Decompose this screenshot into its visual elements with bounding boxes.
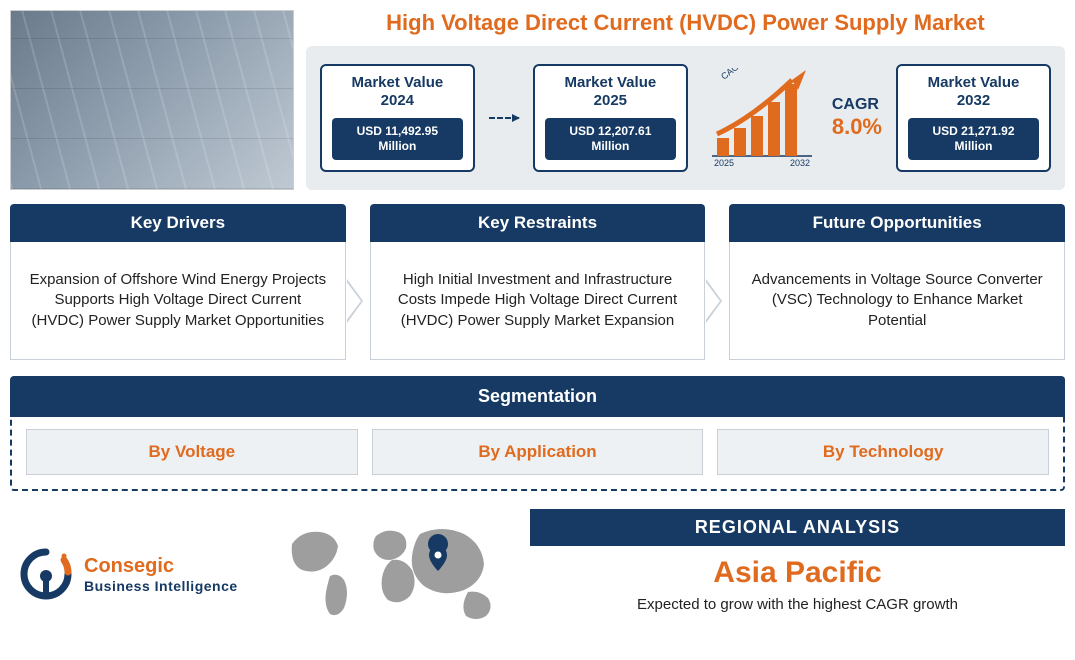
logo-line1: Consegic	[84, 555, 238, 578]
cagr-value: 8.0%	[832, 114, 882, 140]
cagr-end-year: 2032	[790, 158, 810, 168]
cagr-block: 2025 2032 CAGR	[702, 68, 882, 168]
metric-value-chip: USD 21,271.92 Million	[908, 118, 1039, 160]
seg-technology: By Technology	[717, 429, 1049, 475]
regional-region: Asia Pacific	[530, 556, 1065, 590]
top-right-block: High Voltage Direct Current (HVDC) Power…	[306, 10, 1065, 190]
metric-2024: Market Value 2024 USD 11,492.95 Million	[320, 64, 475, 172]
cagr-label: CAGR	[832, 96, 882, 114]
cagr-small-label: CAGR	[719, 68, 746, 82]
metric-label-line2: 2025	[594, 92, 627, 109]
metric-2032: Market Value 2032 USD 21,271.92 Million	[896, 64, 1051, 172]
logo-text: Consegic Business Intelligence	[84, 555, 238, 594]
metric-value-chip: USD 11,492.95 Million	[332, 118, 463, 160]
logo-icon	[18, 546, 74, 602]
main-title: High Voltage Direct Current (HVDC) Power…	[306, 10, 1065, 36]
metric-label: Market Value 2024	[351, 74, 443, 110]
regional-subtitle: Expected to grow with the highest CAGR g…	[530, 596, 1065, 613]
factor-body: Expansion of Offshore Wind Energy Projec…	[10, 242, 346, 360]
factor-drivers: Key Drivers Expansion of Offshore Wind E…	[10, 204, 346, 360]
metric-2025: Market Value 2025 USD 12,207.61 Million	[533, 64, 688, 172]
metric-label-line2: 2032	[957, 92, 990, 109]
factors-row: Key Drivers Expansion of Offshore Wind E…	[10, 204, 1065, 360]
metric-label: Market Value 2025	[564, 74, 656, 110]
metrics-band: Market Value 2024 USD 11,492.95 Million …	[306, 46, 1065, 190]
cagr-start-year: 2025	[714, 158, 734, 168]
regional-body: Asia Pacific Expected to grow with the h…	[530, 546, 1065, 639]
cagr-bars	[717, 84, 797, 156]
factor-title: Future Opportunities	[729, 204, 1065, 242]
metric-value-chip: USD 12,207.61 Million	[545, 118, 676, 160]
seg-voltage: By Voltage	[26, 429, 358, 475]
cagr-chart-icon: 2025 2032 CAGR	[702, 68, 822, 168]
seg-application: By Application	[372, 429, 704, 475]
metric-label-line1: Market Value	[928, 74, 1020, 91]
factor-restraints: Key Restraints High Initial Investment a…	[370, 204, 706, 360]
segmentation-panel: Segmentation By Voltage By Application B…	[10, 376, 1065, 491]
brand-logo: Consegic Business Intelligence	[10, 546, 270, 602]
logo-line2: Business Intelligence	[84, 578, 238, 594]
factor-title: Key Restraints	[370, 204, 706, 242]
segmentation-items: By Voltage By Application By Technology	[12, 429, 1063, 475]
factor-title: Key Drivers	[10, 204, 346, 242]
hero-image	[10, 10, 294, 190]
regional-panel: REGIONAL ANALYSIS Asia Pacific Expected …	[530, 509, 1065, 639]
world-map-icon	[280, 514, 520, 634]
bottom-section: Consegic Business Intelligence REGIONAL …	[10, 509, 1065, 639]
metric-label-line1: Market Value	[351, 74, 443, 91]
top-section: High Voltage Direct Current (HVDC) Power…	[10, 10, 1065, 190]
metric-label-line2: 2024	[381, 92, 414, 109]
arrow-icon	[489, 117, 519, 119]
metric-label: Market Value 2032	[928, 74, 1020, 110]
factor-opportunities: Future Opportunities Advancements in Vol…	[729, 204, 1065, 360]
metric-label-line1: Market Value	[564, 74, 656, 91]
regional-header: REGIONAL ANALYSIS	[530, 509, 1065, 546]
segmentation-title: Segmentation	[10, 376, 1065, 417]
factor-body: Advancements in Voltage Source Converter…	[729, 242, 1065, 360]
cagr-text: CAGR 8.0%	[832, 96, 882, 140]
factor-body: High Initial Investment and Infrastructu…	[370, 242, 706, 360]
